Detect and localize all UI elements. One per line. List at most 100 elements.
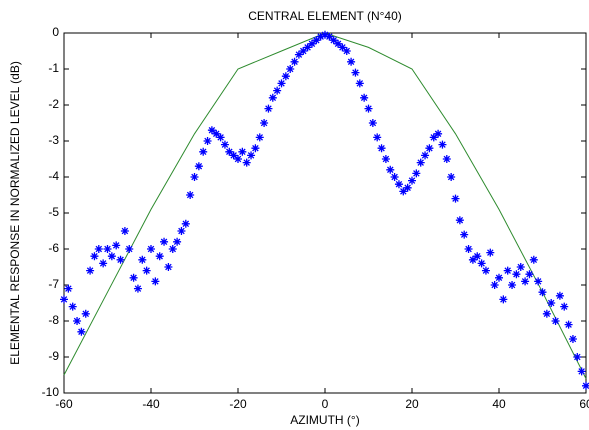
scatter-point bbox=[547, 299, 556, 307]
scatter-point bbox=[447, 173, 456, 181]
scatter-point bbox=[86, 266, 95, 275]
x-tick-label: -60 bbox=[55, 397, 73, 411]
scatter-point bbox=[360, 93, 369, 102]
scatter-point bbox=[477, 259, 486, 268]
scatter-point bbox=[355, 79, 364, 88]
scatter-point bbox=[107, 252, 116, 261]
scatter-point bbox=[534, 277, 543, 286]
scatter-point bbox=[299, 47, 308, 55]
chart-title: CENTRAL ELEMENT (N°40) bbox=[248, 9, 402, 23]
scatter-point bbox=[329, 36, 338, 45]
scatter-point bbox=[564, 320, 573, 329]
scatter-point bbox=[260, 119, 269, 127]
scatter-point bbox=[129, 273, 138, 282]
scatter-point bbox=[90, 252, 99, 261]
scatter-point bbox=[225, 147, 234, 156]
y-tick-label: -4 bbox=[48, 169, 59, 183]
scatter-point bbox=[216, 133, 225, 142]
y-tick-label: -2 bbox=[48, 97, 59, 111]
scatter-point bbox=[190, 173, 199, 181]
scatter-point bbox=[577, 367, 586, 376]
scatter-point bbox=[421, 151, 430, 160]
y-tick-label: -10 bbox=[42, 385, 60, 399]
y-tick-label: -5 bbox=[48, 205, 59, 219]
scatter-point bbox=[68, 302, 77, 311]
scatter-point bbox=[286, 65, 295, 73]
scatter-point bbox=[160, 237, 169, 246]
scatter-point bbox=[464, 245, 473, 253]
scatter-point bbox=[542, 309, 551, 318]
y-tick-label: -3 bbox=[48, 133, 59, 147]
scatter-point bbox=[147, 245, 155, 253]
scatter-point bbox=[234, 155, 242, 163]
scatter-point bbox=[242, 158, 251, 167]
scatter-point bbox=[60, 295, 68, 304]
x-tick-label: -40 bbox=[142, 397, 160, 411]
scatter-point bbox=[412, 169, 421, 178]
x-tick-label: 0 bbox=[322, 397, 329, 411]
scatter-point bbox=[138, 255, 147, 264]
y-tick-label: -9 bbox=[48, 349, 59, 363]
scatter-point bbox=[568, 335, 577, 343]
scatter-point bbox=[212, 129, 221, 138]
scatter-point bbox=[394, 180, 403, 189]
y-tick-label: 0 bbox=[52, 25, 59, 39]
scatter-point bbox=[81, 309, 90, 318]
scatter-point bbox=[151, 277, 160, 286]
scatter-point bbox=[351, 68, 360, 77]
scatter-point bbox=[186, 191, 195, 199]
scatter-point bbox=[434, 129, 443, 138]
scatter-point bbox=[247, 151, 256, 160]
scatter-point bbox=[316, 32, 325, 41]
scatter-point bbox=[525, 270, 534, 279]
scatter-point bbox=[551, 317, 560, 325]
scatter-point bbox=[103, 245, 112, 253]
scatter-point bbox=[503, 266, 512, 275]
scatter-point bbox=[486, 248, 495, 257]
scatter-point bbox=[251, 144, 260, 153]
scatter-point bbox=[438, 140, 447, 149]
scatter-point bbox=[177, 227, 186, 235]
scatter-point bbox=[207, 126, 216, 135]
scatter-point bbox=[268, 93, 277, 102]
scatter-point bbox=[425, 144, 434, 153]
scatter-point bbox=[168, 245, 177, 253]
scatter-point bbox=[64, 284, 73, 293]
scatter-point bbox=[255, 133, 264, 142]
scatter-point bbox=[238, 147, 247, 156]
x-tick-label: 40 bbox=[492, 397, 506, 411]
scatter-point bbox=[386, 165, 395, 174]
scatter-point bbox=[199, 147, 208, 156]
scatter-point bbox=[399, 187, 408, 196]
scatter-point bbox=[529, 255, 538, 264]
scatter-point bbox=[133, 284, 142, 293]
scatter-point bbox=[582, 381, 589, 390]
scatter-point bbox=[381, 155, 390, 163]
scatter-point bbox=[490, 281, 499, 289]
scatter-point bbox=[155, 252, 164, 261]
scatter-point bbox=[368, 119, 377, 127]
scatter-point bbox=[560, 302, 569, 311]
scatter-point bbox=[220, 140, 229, 149]
scatter-point bbox=[277, 79, 286, 88]
scatter-point bbox=[573, 353, 582, 361]
y-tick-label: -7 bbox=[48, 277, 59, 291]
scatter-point bbox=[112, 241, 121, 250]
scatter-point bbox=[455, 216, 464, 225]
y-tick-label: -6 bbox=[48, 241, 59, 255]
scatter-point bbox=[77, 327, 86, 336]
scatter-point bbox=[273, 86, 282, 95]
scatter-point bbox=[538, 288, 547, 297]
scatter-point bbox=[164, 263, 173, 271]
scatter-point bbox=[294, 50, 303, 59]
scatter-point bbox=[468, 255, 477, 264]
scatter-point bbox=[495, 273, 503, 282]
x-axis-label: AZIMUTH (°) bbox=[290, 413, 359, 427]
scatter-point bbox=[181, 219, 190, 228]
scatter-point bbox=[481, 266, 490, 275]
scatter-point bbox=[307, 39, 316, 48]
scatter-point bbox=[290, 57, 299, 66]
scatter-point bbox=[203, 137, 212, 145]
scatter-point bbox=[94, 245, 103, 253]
